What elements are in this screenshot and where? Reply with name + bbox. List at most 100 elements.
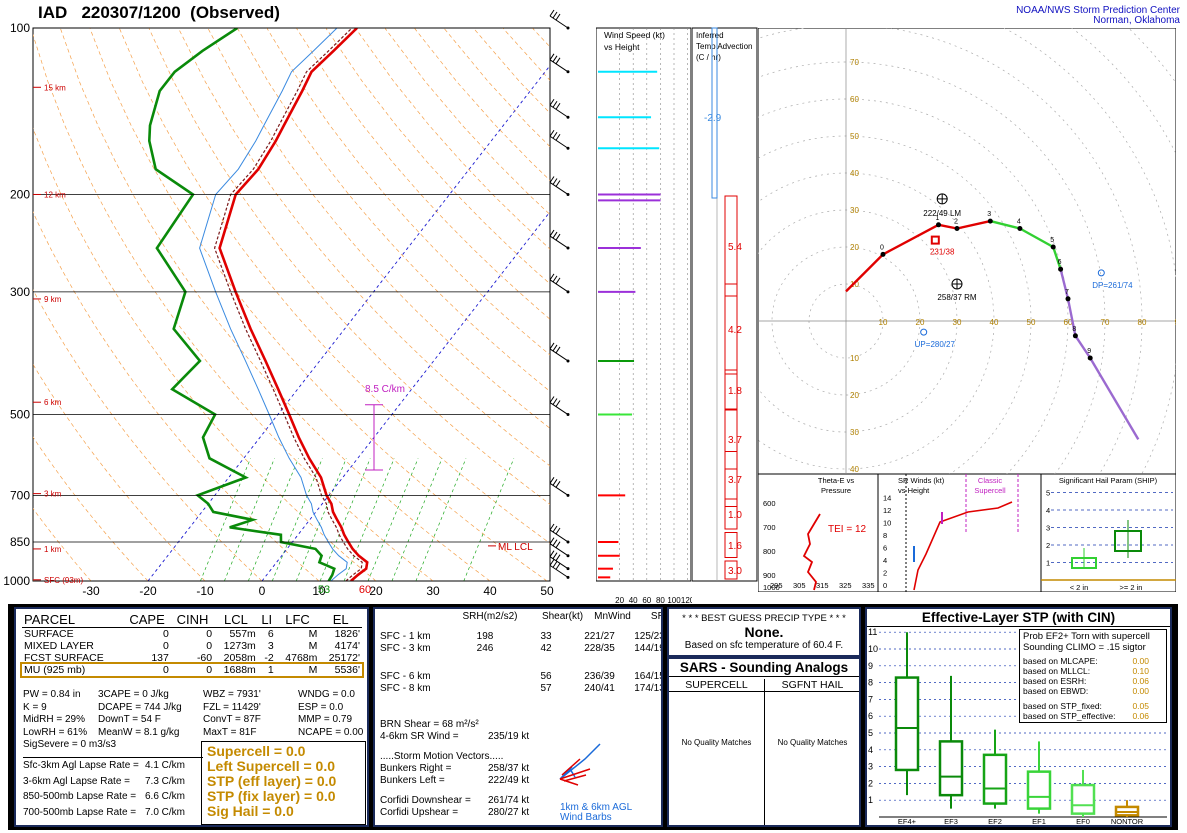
ship-panel: Significant Hail Param (SHIP) 1 2 3 4 5 < 2 in… [1041,474,1176,592]
thermo-index [98,739,203,752]
stp-y-tick: 7 [868,694,873,704]
composite-indices: Supercell = 0.0 Left Supercell = 0.0 STP (… [201,741,366,825]
mixing-ratio-line [247,458,299,581]
stp-y-tick: 5 [868,728,873,738]
lapse-rate-label: 850-500mb Lapse Rate = [23,791,137,802]
srw-4-6-label: 4-6km SR Wind = [380,731,459,742]
hodo-km-point [936,222,941,228]
motion-title: .....Storm Motion Vectors..... [380,751,504,762]
kinematic-cell: 125/23 [634,631,663,642]
wind-barb-flag [555,13,561,21]
sars-col1: SUPERCELL [669,679,764,692]
temperature-line [218,28,369,581]
temp-tick-label: -10 [196,584,214,598]
stp-x-label: EF1 [1032,817,1046,825]
wind-tick-label: 20 [615,596,624,605]
wind-barb-flag [555,57,561,65]
thermo-index: MidRH = 29% [23,714,85,725]
wind-barb-flag [552,275,558,283]
hodo-tick-label: 70 [1101,318,1110,327]
stp-prob-label: based on ESRH: [1023,676,1087,686]
sars-panel: SARS - Sounding Analogs SUPERCELL No Qua… [667,657,861,827]
motion-value: 280/27 kt [488,807,530,818]
stp-prob-row: based on EBWD: 0.00 [1023,686,1163,696]
srw-y-tick: 0 [883,581,887,590]
hodo-km-label: 2 [954,219,958,226]
parcel-cell: 1 [267,664,274,676]
page-title: IAD 220307/1200 (Observed) [38,3,280,22]
wind-barb-flag [552,100,558,108]
theta-y-tick: 700 [763,523,776,532]
parcel-cell: 6 [267,628,274,640]
stp-y-tick: 10 [868,644,878,654]
theta-x-tick: 325 [839,581,852,590]
parcel-cell: M [308,628,318,640]
kinematic-cell: SRW [650,611,661,622]
wind-barb-base [566,493,570,497]
wind-barb-base [566,246,570,250]
temp-tick-label: 0 [259,584,266,598]
motion-label: Corfidi Downshear = [380,795,471,806]
thermo-index: DownT = 54 F [98,714,161,725]
wind-barb-flag [555,563,561,570]
mixing-ratio-line [295,458,347,581]
parcel-cell: 2058m [223,652,256,664]
theta-x-tick: 305 [793,581,806,590]
parcel-table: PARCEL CAPE CINH LCL LI LFC EL SURFACE 0 0 557m 6 M 1… [20,612,364,678]
ship-y-tick: 4 [1046,506,1050,515]
wind-barb-base [566,413,570,417]
lcl-label: ML LCL [498,542,533,553]
parcel-cell: M [308,640,318,652]
thermo-index: 3CAPE = 0 J/kg [98,689,169,700]
composite-index: STP (fix layer) = 0.0 [207,788,336,804]
lapse-rate-value: 6.6 C/km [145,791,186,802]
adv-value: 3.7 [728,435,742,446]
wind-barb-flag [555,133,561,141]
srw-title: vs Height [898,486,930,495]
srw-title: SR Winds (kt) [898,476,945,485]
motion-value: 222/49 kt [488,775,530,786]
dewpoint-line [147,28,336,581]
adv-value: 3.0 [728,566,742,577]
wind-barb-flag [549,396,555,403]
sars-col2: SGFNT HAIL [765,679,859,692]
hodo-km-point [1087,355,1093,361]
composite-index: STP (eff layer) = 0.0 [207,773,337,789]
height-tick-label: 12 km [44,190,66,199]
srw-y-tick: 10 [883,519,891,528]
kinematic-cell: SFC - 8 km [380,683,431,694]
hodo-km-point [880,251,886,257]
mixing-ratio-line [391,458,443,581]
hodo-tick-label: 80 [1138,318,1147,327]
kinematic-cell [380,611,440,622]
wind-panel-title: Wind Speed (kt) [604,30,665,40]
wind-barb-base [566,70,570,74]
hodo-tick-label: 70 [850,58,859,67]
parcel-cell: -2 [264,652,274,664]
motion-label: Bunkers Right = [380,763,452,774]
thermo-index: WBZ = 7931' [203,689,261,700]
upshear-marker [920,328,928,336]
wind-barb-base [566,567,570,571]
precip-note: Based on sfc temperature of 60.4 F. [684,640,844,651]
hodograph-segment [1019,227,1054,249]
temp-tick-label: 50 [540,584,554,598]
pressure-tick-label: 1000 [3,574,30,588]
thermo-index: LowRH = 61% [23,726,88,738]
pressure-tick-label: 100 [10,21,30,35]
wind-barb-flag [549,559,555,566]
kinematic-cell: MnWind [594,611,631,622]
hodo-km-label: 3 [987,211,991,218]
stp-y-tick: 8 [868,678,873,688]
srw-classic-label: Classic [978,476,1002,485]
adv-panel-title: Inferred [696,31,724,40]
height-tick-label: 1 km [44,545,62,554]
kinematic-cell: 236/39 [584,671,615,682]
barb-1km [559,743,601,780]
upshear-label: UP=280/27 [915,340,956,349]
wind-barb-flag [552,561,558,568]
stp-prob-value: 0.06 [1132,676,1149,686]
lapse-rate-value: 7.3 C/km [145,775,186,787]
kinematic-cell: 246 [476,643,494,654]
adv-bar [711,27,718,199]
